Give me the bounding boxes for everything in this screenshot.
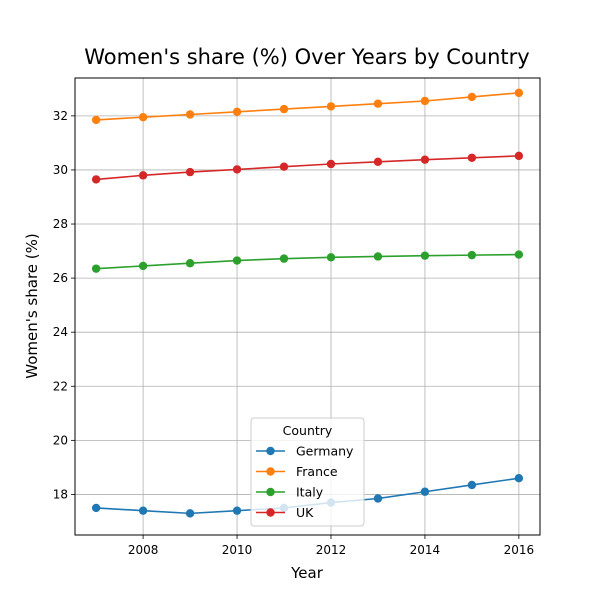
data-point-germany <box>514 474 524 483</box>
data-point-germany <box>373 494 383 503</box>
data-point-france <box>279 104 289 114</box>
data-point-italy <box>279 254 289 263</box>
y-tick-label: 22 <box>53 379 68 393</box>
legend-label: Italy <box>296 485 324 500</box>
y-tick-label: 28 <box>53 217 68 231</box>
series-france <box>91 88 524 125</box>
data-point-uk <box>420 155 430 164</box>
x-axis-title: Year <box>290 564 324 582</box>
x-tick-label: 2014 <box>410 543 441 557</box>
data-point-uk <box>91 175 101 184</box>
data-point-italy <box>326 253 336 262</box>
data-point-uk <box>373 157 383 167</box>
data-point-germany <box>232 506 242 515</box>
data-point-uk <box>514 151 524 161</box>
data-point-italy <box>467 250 477 260</box>
chart-title: Women's share (%) Over Years by Country <box>84 45 529 69</box>
y-tick-label: 24 <box>53 325 68 339</box>
x-tick-label: 2008 <box>128 543 159 557</box>
data-point-france <box>514 88 524 98</box>
legend-label: Germany <box>296 444 354 459</box>
y-tick-label: 30 <box>53 163 68 177</box>
legend: Country Germany France Italy UK <box>250 417 365 527</box>
data-point-italy <box>514 250 524 259</box>
series-line-uk <box>96 155 519 181</box>
data-point-france <box>467 92 477 102</box>
y-axis-title: Women's share (%) <box>23 233 41 379</box>
legend-label: UK <box>296 505 314 520</box>
plot-frame <box>74 77 541 536</box>
legend-swatch-marker <box>266 508 275 517</box>
data-point-france <box>91 115 101 125</box>
legend-label: France <box>296 464 338 479</box>
x-tick-label: 2010 <box>222 543 253 557</box>
series-line-france <box>96 92 519 121</box>
data-point-uk <box>232 165 242 174</box>
data-point-uk <box>467 153 477 162</box>
data-point-france <box>185 110 195 119</box>
legend-swatch-marker <box>266 446 275 456</box>
legend-entry-uk: UK <box>256 505 314 520</box>
legend-swatch-marker <box>266 467 275 476</box>
data-point-italy <box>420 251 430 260</box>
legend-title: Country <box>283 423 333 438</box>
x-tick-label: 2012 <box>316 543 347 557</box>
data-point-germany <box>467 480 477 490</box>
data-point-france <box>420 96 430 106</box>
y-tick-label: 32 <box>53 109 68 123</box>
data-point-uk <box>185 167 195 177</box>
data-point-italy <box>138 261 148 271</box>
legend-entry-italy: Italy <box>256 485 324 500</box>
data-point-italy <box>91 264 101 273</box>
series-uk <box>91 151 524 184</box>
series-line-italy <box>96 253 519 270</box>
data-point-uk <box>279 162 289 171</box>
series-italy <box>91 250 524 273</box>
data-point-germany <box>185 509 195 518</box>
data-point-france <box>326 102 336 111</box>
data-point-italy <box>185 259 195 268</box>
legend-swatch-marker <box>266 487 275 497</box>
data-point-france <box>373 99 383 108</box>
data-point-uk <box>326 159 336 169</box>
data-point-germany <box>420 487 430 496</box>
x-tick-label: 2016 <box>504 543 535 557</box>
data-point-uk <box>138 171 148 180</box>
data-point-italy <box>232 256 242 265</box>
axis-ticks: 2008 2010 2012 2014 2016 18 20 22 24 26 28 30 32 <box>53 109 534 557</box>
data-point-germany <box>138 506 148 515</box>
grid-lines <box>75 78 540 535</box>
y-tick-label: 18 <box>53 487 68 501</box>
legend-box <box>250 417 365 527</box>
data-point-germany <box>91 503 101 513</box>
data-point-france <box>232 107 242 117</box>
data-point-italy <box>373 252 383 261</box>
data-point-france <box>138 113 148 122</box>
legend-entry-germany: Germany <box>256 444 354 459</box>
legend-entry-france: France <box>256 464 338 479</box>
y-tick-label: 20 <box>53 433 68 447</box>
y-tick-label: 26 <box>53 271 68 285</box>
